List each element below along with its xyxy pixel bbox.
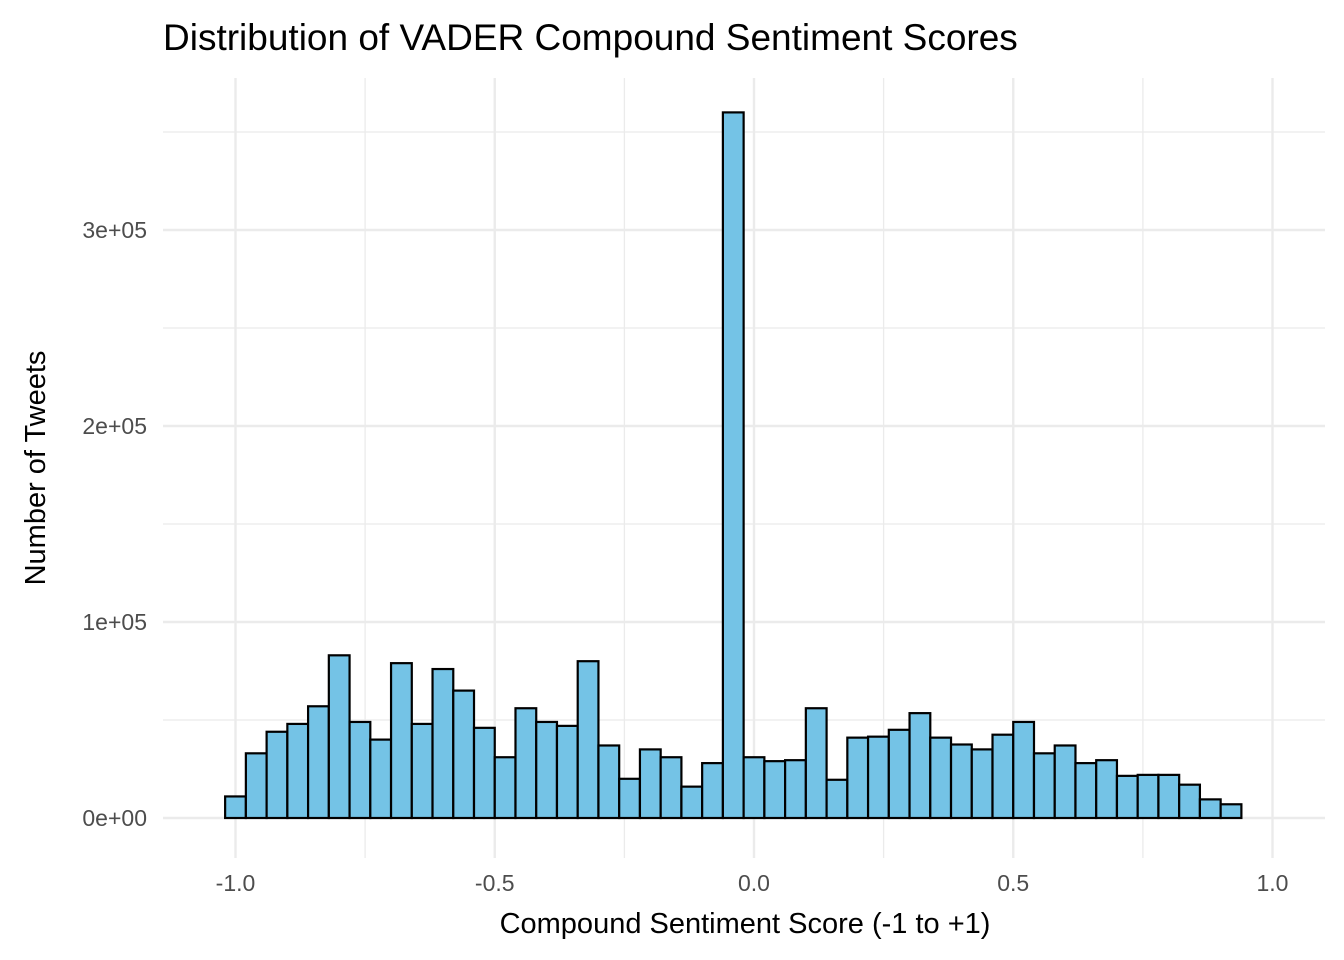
histogram-bar [825,778,849,820]
histogram-bar [493,756,517,820]
histogram-bar [224,795,247,820]
histogram-bar [265,730,289,820]
histogram-bar [1012,720,1036,820]
histogram-bar [1053,744,1077,820]
histogram-bar [597,744,621,820]
histogram-bar [514,707,538,820]
histogram-bar [866,735,890,820]
histogram-bar [452,689,476,820]
y-tick-label: 3e+05 [82,217,147,243]
histogram-bar [680,785,704,820]
tick-labels: -1.0 -0.5 0.0 0.5 1.0 0e+00 1e+05 2e+05 3e+05 [82,217,1288,896]
y-tick-label: 2e+05 [82,413,147,439]
histogram-bar [618,777,642,820]
histogram-bar [1198,798,1222,820]
x-tick-label: -0.5 [475,870,515,896]
histogram-bar [286,722,310,820]
histogram-bar [701,762,724,820]
histogram-bar [991,733,1015,820]
histogram-bar [721,111,745,820]
y-axis-title: Number of Tweets [20,351,52,586]
histogram-bar [410,722,434,820]
histogram-bar [1095,759,1119,820]
histogram-bar [1219,803,1243,820]
histogram-bar [535,720,559,820]
histogram-bar [244,752,268,820]
histogram-bar [555,724,579,820]
histogram-bar [1178,783,1202,820]
histogram-bar [887,728,911,820]
histogram-bar [1136,773,1160,820]
histogram-bar [1115,774,1139,820]
histogram-bar [389,662,413,820]
histogram-bar [929,736,953,820]
histogram-bar [784,759,807,820]
y-tick-label: 0e+00 [82,805,147,831]
x-axis-title: Compound Sentiment Score (-1 to +1) [500,908,991,940]
x-tick-label: -1.0 [216,870,256,896]
histogram-bars [224,111,1243,820]
histogram-bar [742,756,766,820]
histogram-bar [369,738,393,820]
histogram-bar [576,660,600,820]
histogram-bar [659,756,683,820]
x-tick-label: 1.0 [1257,870,1289,896]
histogram-bar [1074,762,1098,820]
x-tick-label: 0.0 [738,870,770,896]
histogram-bar [327,654,351,820]
x-tick-label: 0.5 [997,870,1029,896]
histogram-bar [970,748,994,820]
histogram-bar [804,707,828,820]
histogram-bar [1032,752,1056,820]
chart-title: Distribution of VADER Compound Sentiment… [163,17,1018,58]
histogram-bar [763,760,787,820]
histogram-bar [1157,773,1181,820]
y-tick-label: 1e+05 [82,609,147,635]
histogram-bar [348,720,372,820]
histogram-bar [908,712,932,820]
histogram-bar [306,705,330,820]
histogram-bar [472,726,496,820]
histogram-bar [949,743,973,820]
histogram-bar [431,667,455,820]
histogram-bar [638,748,662,820]
histogram-bar [846,736,870,820]
